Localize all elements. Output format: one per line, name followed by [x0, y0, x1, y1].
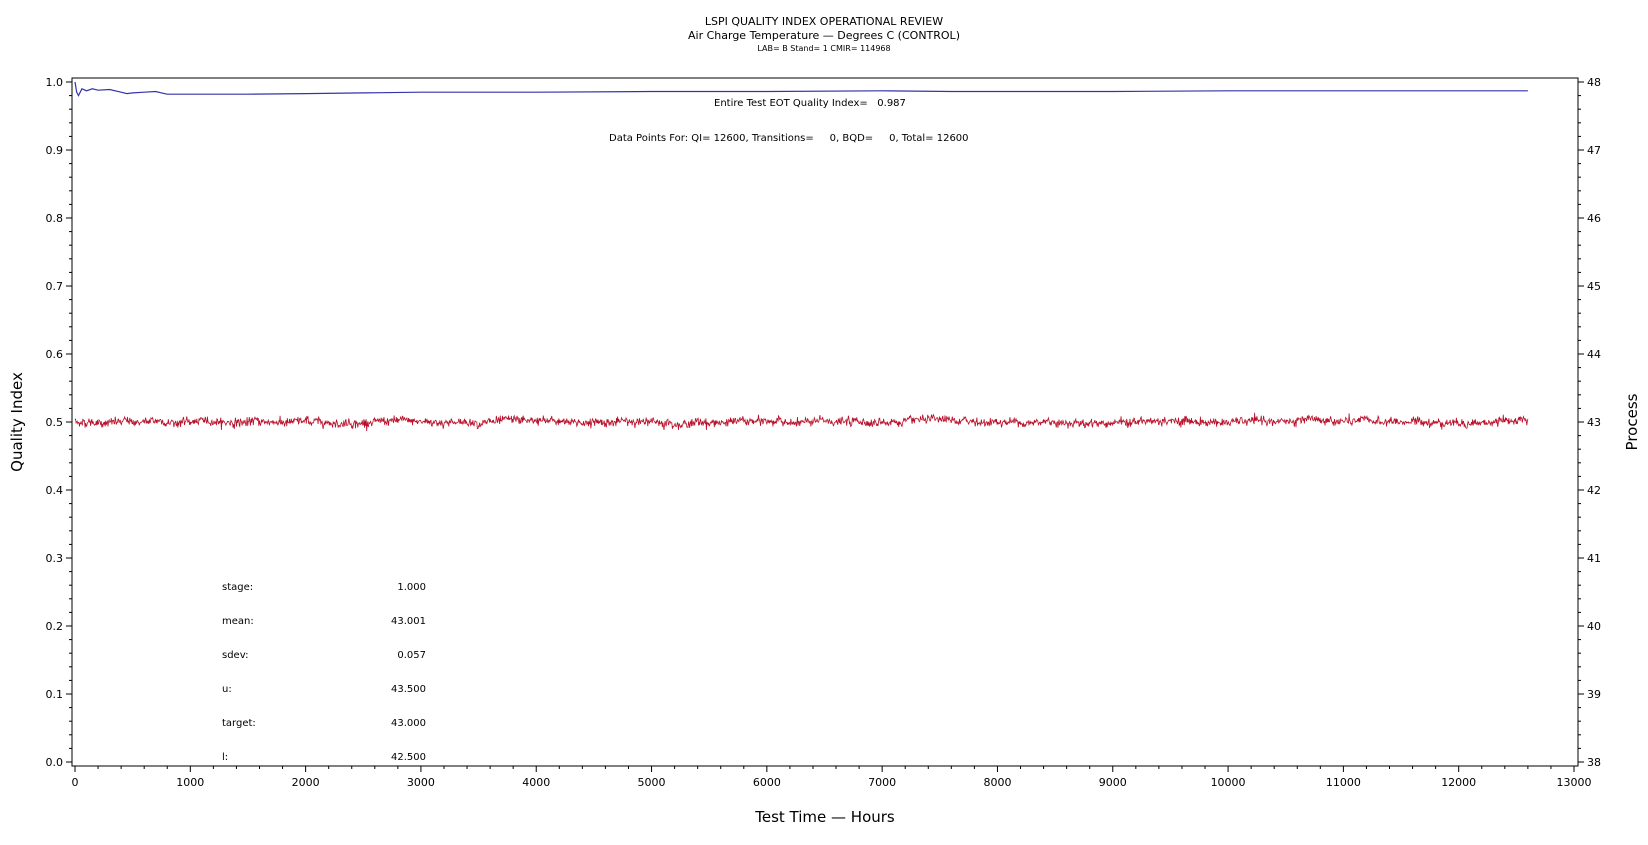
stats-label: l:	[222, 752, 228, 763]
y2-tick-label: 47	[1587, 144, 1601, 157]
x-tick-label: 12000	[1441, 776, 1476, 789]
y-tick-label: 0.2	[46, 620, 64, 633]
chart-title: LSPI QUALITY INDEX OPERATIONAL REVIEW	[705, 15, 943, 28]
x-tick-label: 7000	[868, 776, 896, 789]
chart-subtitle: Air Charge Temperature — Degrees C (CONT…	[688, 29, 960, 42]
y2-tick-label: 46	[1587, 212, 1601, 225]
y2-tick-label: 42	[1587, 484, 1601, 497]
stats-value: 1.000	[397, 582, 426, 593]
y-tick-label: 0.8	[46, 212, 64, 225]
stats-value: 0.057	[397, 650, 426, 661]
y-tick-label: 0.0	[46, 756, 64, 769]
stats-label: stage:	[222, 582, 253, 593]
series-line-process	[74, 412, 1529, 432]
stats-table: stage: 1.000 mean: 43.001 sdev: 0.057 u: 43.500…	[222, 582, 426, 763]
stats-value: 43.500	[391, 684, 426, 695]
stats-label: sdev:	[222, 650, 248, 661]
series-line-quality-index	[74, 81, 1528, 97]
y-tick-label: 0.5	[46, 416, 64, 429]
x-tick-label: 8000	[983, 776, 1011, 789]
y-tick-label: 0.1	[46, 688, 64, 701]
x-tick-label: 4000	[522, 776, 550, 789]
x-tick-label: 6000	[753, 776, 781, 789]
stats-value: 43.001	[391, 616, 426, 627]
stats-value: 43.000	[391, 718, 426, 729]
stats-label: target:	[222, 718, 256, 729]
y2-tick-label: 45	[1587, 280, 1601, 293]
stats-value: 42.500	[391, 752, 426, 763]
x-axis: 0 1000 2000 3000 4000 5000 6000 7000 8000 9000 100…	[72, 766, 1592, 789]
chart-subtitle-2: LAB= B Stand= 1 CMIR= 114968	[757, 44, 890, 53]
x-tick-label: 10000	[1211, 776, 1246, 789]
stats-label: u:	[222, 684, 232, 695]
x-tick-label: 3000	[407, 776, 435, 789]
annotation-eot-quality-index: Entire Test EOT Quality Index= 0.987	[714, 98, 906, 109]
y-tick-label: 1.0	[46, 76, 64, 89]
y2-tick-label: 44	[1587, 348, 1601, 361]
y-axis-label: Quality Index	[8, 372, 26, 472]
x-tick-label: 9000	[1099, 776, 1127, 789]
y2-tick-label: 39	[1587, 688, 1601, 701]
y-tick-label: 0.6	[46, 348, 64, 361]
y-tick-label: 0.3	[46, 552, 64, 565]
x-tick-label: 5000	[638, 776, 666, 789]
x-tick-label: 11000	[1326, 776, 1361, 789]
stats-label: mean:	[222, 616, 254, 627]
x-tick-label: 1000	[176, 776, 204, 789]
x-tick-label: 0	[72, 776, 79, 789]
y-tick-label: 0.9	[46, 144, 64, 157]
y2-tick-label: 48	[1587, 76, 1601, 89]
y-tick-label: 0.4	[46, 484, 64, 497]
y2-tick-label: 43	[1587, 416, 1601, 429]
y2-tick-label: 38	[1587, 756, 1601, 769]
y2-tick-label: 40	[1587, 620, 1601, 633]
y-axis-right: 38 39 40 41 42 43 44 45 46 47 48	[1578, 76, 1601, 769]
x-tick-label: 2000	[292, 776, 320, 789]
plot-frame	[71, 77, 1579, 767]
x-axis-label: Test Time — Hours	[754, 808, 895, 826]
y2-axis-label: Process	[1623, 393, 1641, 450]
y2-tick-label: 41	[1587, 552, 1601, 565]
annotation-data-points: Data Points For: QI= 12600, Transitions=…	[609, 133, 969, 144]
y-axis-left: 0.0 0.1 0.2 0.3 0.4 0.5 0.6 0.7 0.8 0.9 1.0	[46, 76, 72, 769]
x-tick-label: 13000	[1557, 776, 1592, 789]
y-tick-label: 0.7	[46, 280, 64, 293]
